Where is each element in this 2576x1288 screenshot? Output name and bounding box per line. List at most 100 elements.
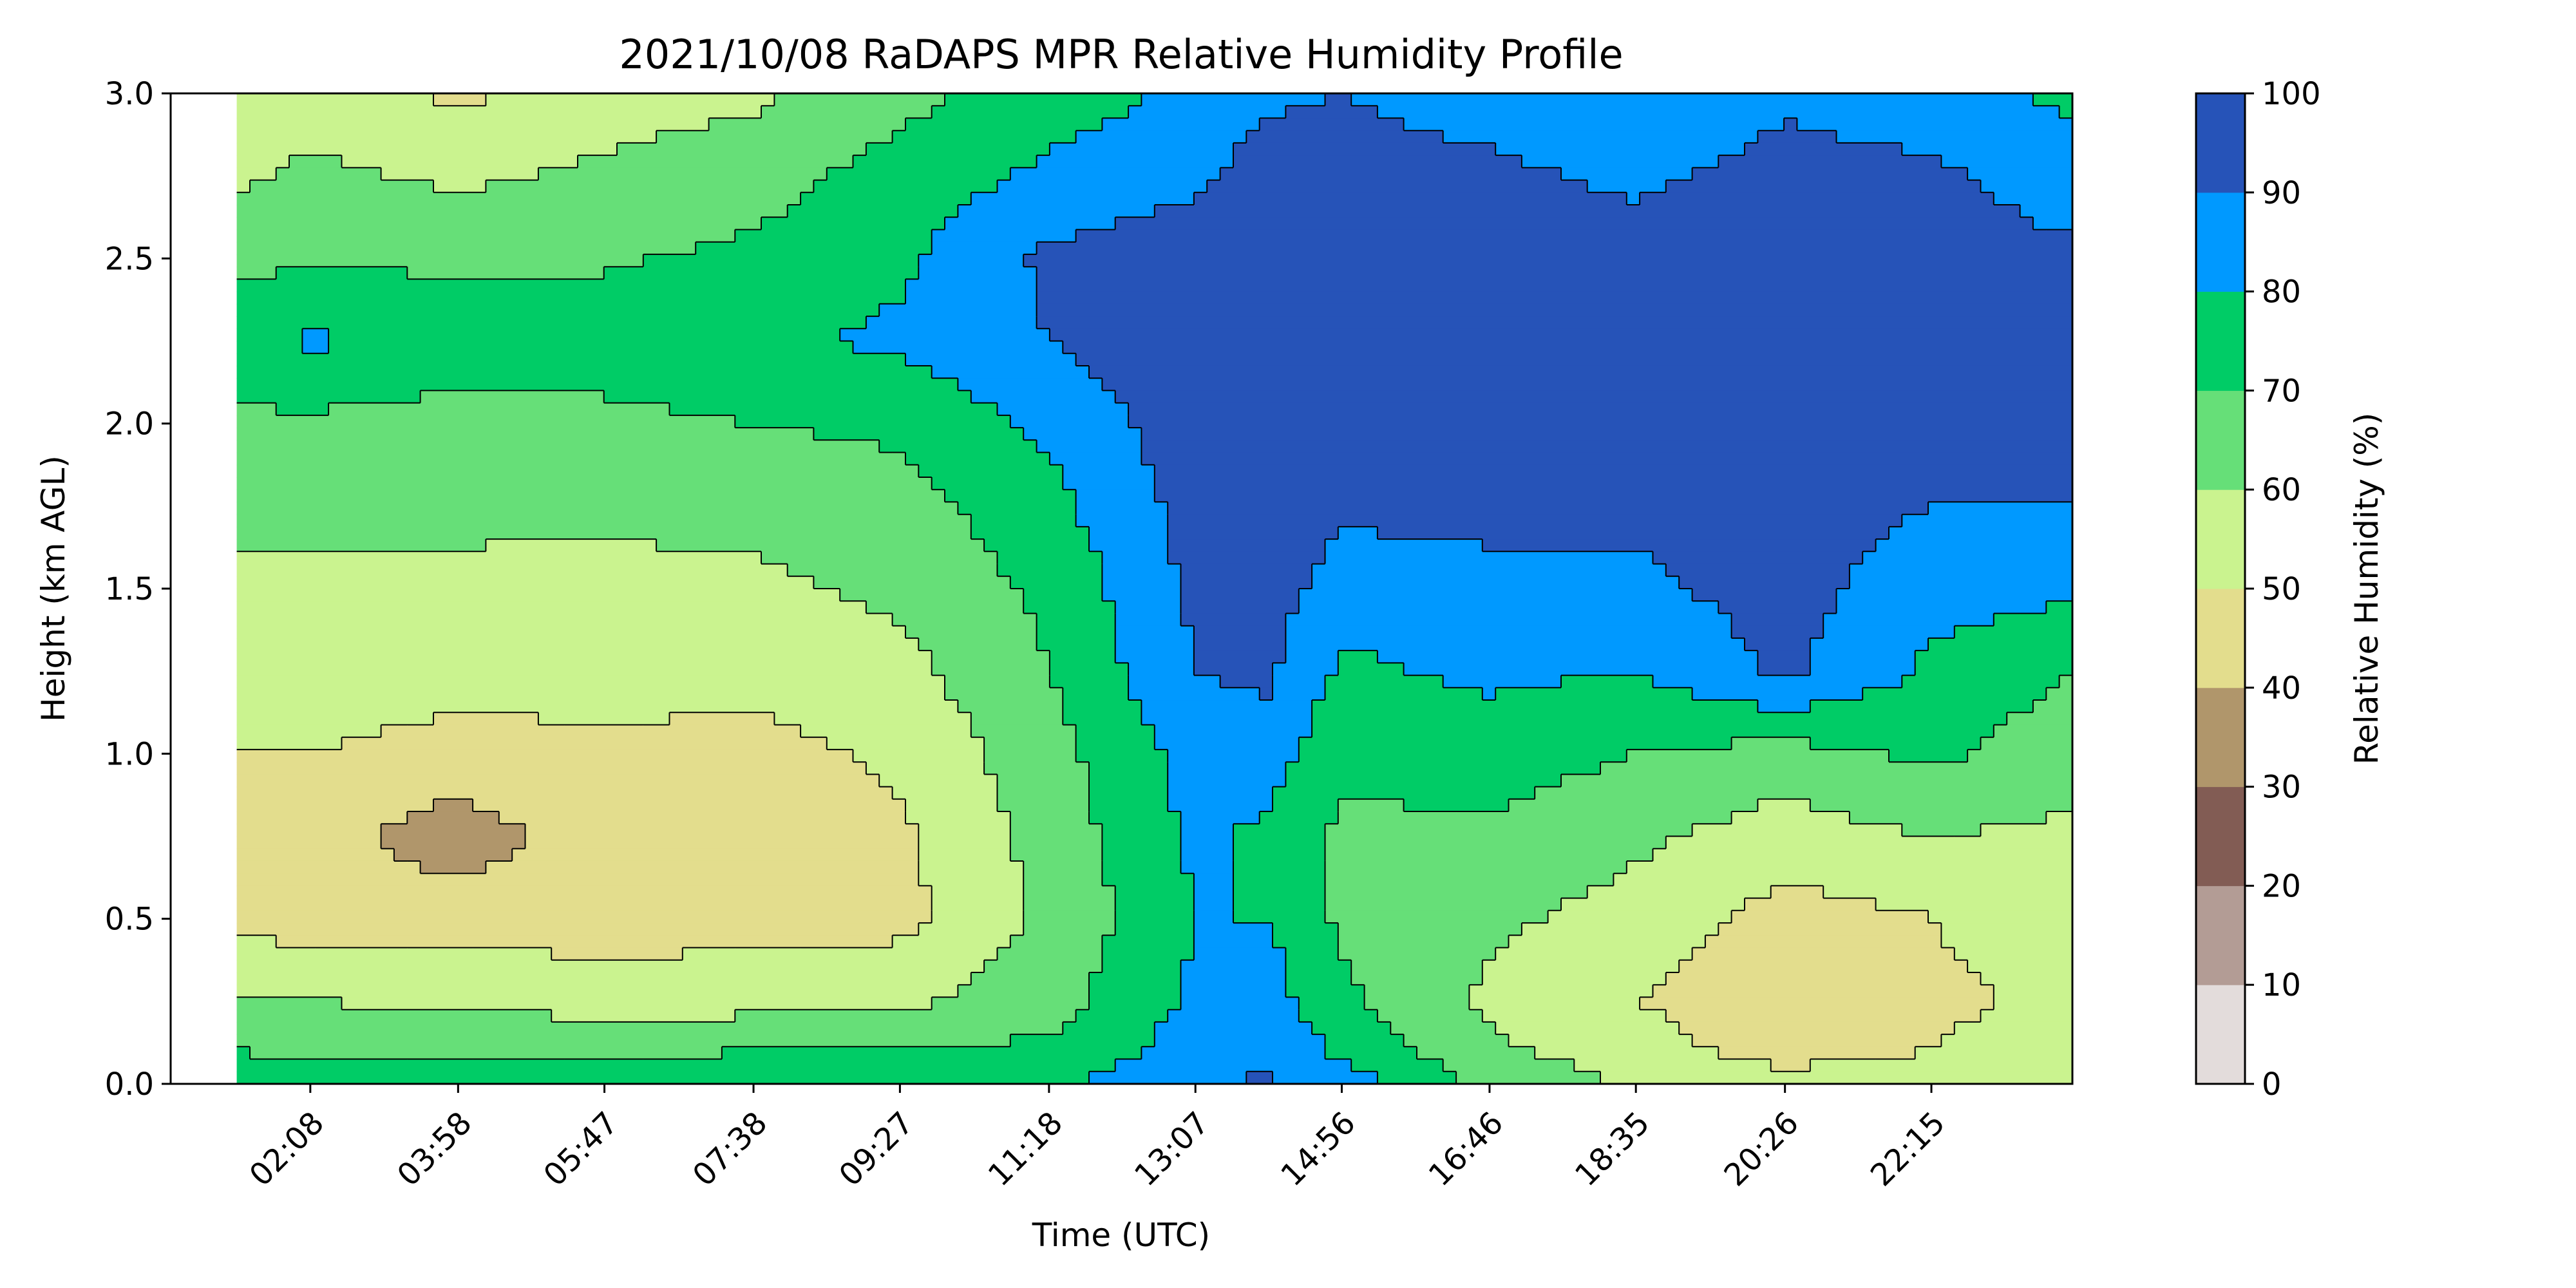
contour-cell <box>656 130 893 144</box>
contour-cell <box>721 1046 1142 1060</box>
contour-cell <box>1168 799 1273 812</box>
contour-cell <box>1967 167 2072 181</box>
contour-cell <box>1312 700 1759 714</box>
contour-cell <box>236 1034 1011 1048</box>
contour-cell <box>1023 910 1116 923</box>
contour-cell <box>1535 786 2072 800</box>
contour-cell <box>1902 142 2072 156</box>
contour-cell <box>1757 799 1811 812</box>
contour-cell <box>1089 539 1168 553</box>
contour-cell <box>945 489 1077 503</box>
contour-cell <box>1823 613 1994 627</box>
contour-cell <box>1508 1034 1693 1048</box>
contour-cell <box>1063 712 1142 726</box>
contour-cell <box>1862 551 2072 565</box>
contour-cell <box>1207 180 1588 193</box>
contour-cell <box>1010 167 1221 181</box>
colorbar-swatch <box>2196 291 2245 391</box>
contour-cell <box>1089 786 1168 800</box>
contour-cell <box>1089 762 1168 775</box>
contour-cell <box>1193 192 1627 205</box>
contour-cell <box>1180 960 1287 973</box>
contour-cell <box>236 675 945 688</box>
x-tick-label: 18:35 <box>1568 1105 1656 1193</box>
x-tick-label: 13:07 <box>1128 1105 1216 1193</box>
contour-cell <box>1075 229 2072 243</box>
contour-cell <box>2059 675 2072 688</box>
y-tick-label: 0.5 <box>105 902 154 938</box>
contour-cell <box>1626 860 2072 874</box>
contour-cell <box>1692 687 1864 701</box>
contour-cell <box>249 1046 723 1060</box>
contour-cell <box>905 279 1037 292</box>
contour-cell <box>1168 786 1273 800</box>
contour-cell <box>826 737 985 750</box>
contour-cell <box>1836 589 2072 602</box>
contour-cell <box>236 217 762 231</box>
contour-cell <box>1023 860 1103 874</box>
contour-cell <box>1168 774 1287 788</box>
contour-cell <box>236 464 920 478</box>
contour-cell <box>1193 886 1234 899</box>
contour-cell <box>1521 155 1719 169</box>
contour-cell <box>735 415 1011 428</box>
contour-cell <box>236 601 867 614</box>
contour-cell <box>1075 353 2072 366</box>
contour-cell <box>1403 663 1759 676</box>
contour-cell <box>1351 972 1483 986</box>
contour-cell <box>1036 440 1142 453</box>
contour-cell <box>958 502 1077 515</box>
contour-cell <box>971 192 1195 205</box>
contour-cell <box>984 960 1103 973</box>
contour-cell <box>617 142 867 156</box>
contour-cell <box>1718 601 1837 614</box>
contour-cell <box>1325 1046 1417 1060</box>
contour-cell <box>1325 898 1562 911</box>
contour-cell <box>1128 687 1260 701</box>
contour-fill-layer <box>236 93 2072 1084</box>
contour-cell <box>813 180 998 193</box>
contour-cell <box>708 118 906 131</box>
contour-cell <box>236 440 880 453</box>
contour-cell <box>236 1071 1090 1084</box>
contour-cell <box>236 328 303 342</box>
contour-cell <box>236 180 251 193</box>
contour-line-layer <box>236 93 2072 1084</box>
contour-cell <box>236 762 867 775</box>
contour-cell <box>1154 1021 1312 1035</box>
contour-cell <box>1495 142 1745 156</box>
contour-cell <box>1089 365 2072 379</box>
contour-cell <box>236 1046 251 1060</box>
contour-cell <box>1089 799 1168 812</box>
contour-cell <box>1285 985 1365 998</box>
contour-cell <box>1128 675 1221 688</box>
contour-cell <box>931 886 1024 899</box>
contour-cell <box>918 254 1024 267</box>
contour-cell <box>236 997 343 1010</box>
contour-cell <box>1902 514 2072 527</box>
contour-cell <box>236 700 959 714</box>
contour-cell <box>1193 663 1273 676</box>
contour-cell <box>1325 910 1549 923</box>
contour-cell <box>1193 625 1287 639</box>
contour-cell <box>931 663 1050 676</box>
contour-cell <box>1653 848 2072 862</box>
contour-cell <box>2059 106 2072 119</box>
contour-cell <box>236 514 972 527</box>
contour-cell <box>1560 898 1745 911</box>
contour-cell <box>1679 576 1850 589</box>
contour-cell <box>787 205 959 218</box>
contour-cell <box>984 762 1090 775</box>
contour-cell <box>931 477 1064 491</box>
contour-cell <box>1298 997 1365 1010</box>
contour-cell <box>1089 972 1182 986</box>
contour-cell <box>1757 130 1837 144</box>
contour-cell <box>1312 724 1994 738</box>
contour-cell <box>905 118 1103 131</box>
contour-cell <box>1849 576 2072 589</box>
contour-cell <box>525 836 920 849</box>
contour-cell <box>236 1009 553 1023</box>
contour-cell <box>1115 613 1182 627</box>
contour-cell <box>1285 625 1732 639</box>
contour-cell <box>1154 489 2072 503</box>
